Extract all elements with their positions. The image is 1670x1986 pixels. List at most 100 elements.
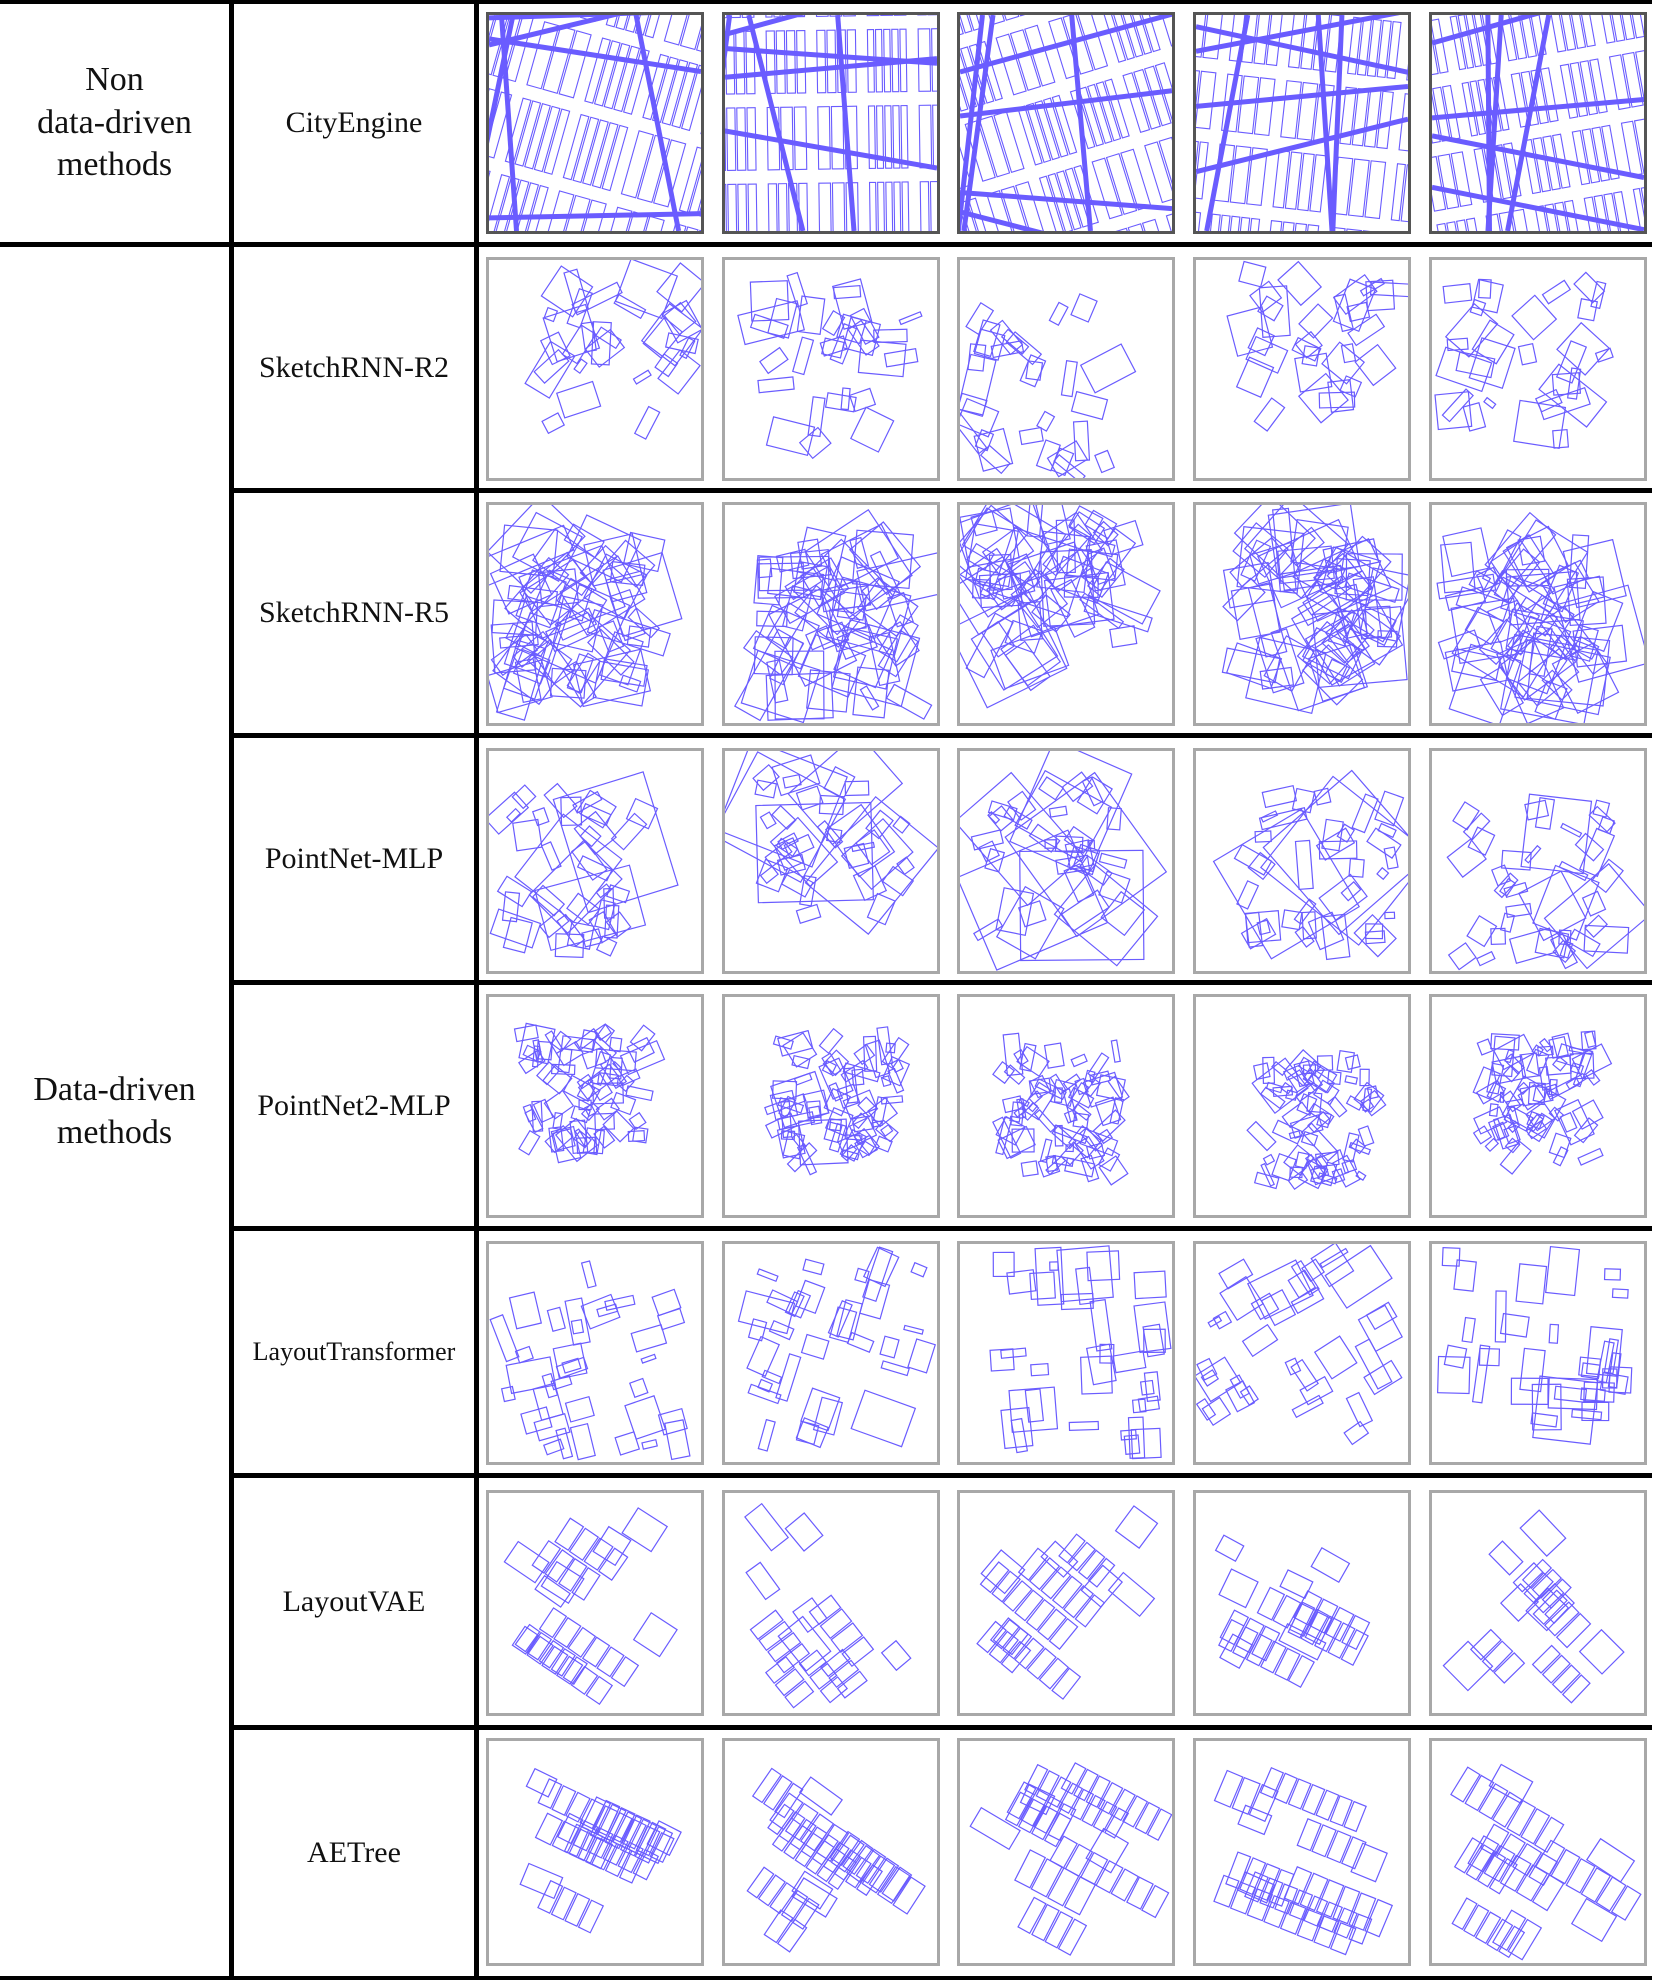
building-footprint (1446, 838, 1487, 878)
building-footprint (550, 1886, 577, 1921)
building-footprint (1633, 118, 1644, 175)
building-footprint (1492, 1121, 1510, 1141)
layout-drawing (960, 505, 1161, 709)
building-footprint (1552, 1146, 1569, 1167)
building-footprint (1094, 1096, 1122, 1127)
building-footprint (1566, 367, 1582, 400)
building-footprint (1215, 214, 1231, 231)
building-footprint (973, 319, 1001, 358)
building-footprint (1519, 1509, 1567, 1557)
building-footprint (581, 1796, 612, 1835)
building-footprint (489, 1314, 520, 1363)
rule-row-5 (234, 1473, 1652, 1478)
building-footprint (610, 1656, 640, 1688)
building-footprint (995, 885, 1065, 960)
building-footprint (1087, 1557, 1116, 1588)
building-footprint (1363, 1359, 1403, 1396)
method-label-layouttransformer: LayoutTransformer (234, 1231, 474, 1473)
building-footprint (818, 794, 845, 816)
building-footprint (1212, 1310, 1233, 1330)
building-footprint (1369, 281, 1408, 298)
building-footprint (620, 130, 655, 199)
building-footprint (564, 1297, 591, 1346)
building-footprint (1094, 449, 1116, 474)
building-footprint (1109, 1788, 1136, 1822)
building-footprint (1000, 1406, 1034, 1450)
building-footprint (1613, 191, 1632, 231)
building-footprint (644, 15, 672, 39)
building-footprint (1494, 1290, 1507, 1343)
building-footprint (1437, 629, 1481, 660)
building-footprint (1000, 1640, 1032, 1674)
building-footprint (780, 868, 814, 898)
building-footprint (1534, 1839, 1566, 1876)
building-footprint (1478, 1347, 1501, 1367)
building-footprint (1499, 1312, 1530, 1338)
building-footprint (1080, 1154, 1100, 1183)
building-footprint (1072, 420, 1091, 462)
building-footprint (828, 1659, 860, 1689)
building-footprint (1309, 1598, 1339, 1634)
building-footprint (1078, 854, 1113, 886)
building-footprint (973, 15, 1006, 26)
building-footprint (657, 349, 701, 395)
building-footprint (791, 1054, 811, 1070)
building-footprint (1080, 1355, 1113, 1395)
sample-panel-transformer-1 (486, 1241, 704, 1465)
building-footprint (795, 1417, 829, 1449)
building-footprint (1455, 219, 1475, 231)
building-footprint (1248, 1783, 1279, 1823)
building-footprint (1131, 1398, 1147, 1414)
sample-panel-city-5 (1429, 12, 1647, 234)
building-footprint (764, 1655, 796, 1685)
building-footprint (678, 146, 701, 213)
building-footprint (1040, 1540, 1079, 1578)
building-footprint (1499, 912, 1516, 933)
building-footprint (1349, 603, 1397, 647)
building-footprint (1309, 154, 1328, 213)
building-footprint (522, 1044, 542, 1062)
building-footprint (1091, 157, 1123, 220)
building-footprint (1218, 1568, 1259, 1609)
building-footprint (1591, 126, 1610, 182)
building-footprint (1488, 1763, 1534, 1805)
building-footprint (840, 1059, 869, 1083)
building-footprint (1541, 1654, 1571, 1684)
building-footprint (533, 1413, 571, 1442)
building-footprint (1120, 1429, 1137, 1441)
building-footprint (540, 265, 594, 318)
building-footprint (1437, 153, 1460, 210)
building-footprint (610, 1091, 637, 1116)
building-footprint (1383, 846, 1399, 870)
building-footprint (987, 800, 1018, 821)
layout-drawing (734, 508, 937, 723)
building-footprint (1490, 927, 1507, 946)
building-footprint (1581, 128, 1601, 184)
building-footprint (849, 307, 880, 346)
building-footprint (1134, 1801, 1161, 1835)
building-footprint (593, 1035, 618, 1059)
building-footprint (1354, 1338, 1393, 1390)
building-footprint (759, 811, 777, 830)
building-footprint (1588, 805, 1616, 833)
building-footprint (1299, 1375, 1334, 1406)
building-footprint (1109, 625, 1138, 648)
building-footprint (848, 521, 922, 596)
building-footprint (1031, 594, 1071, 633)
building-footprint (1044, 1911, 1074, 1949)
building-footprint (965, 302, 995, 336)
building-footprint (1017, 1547, 1049, 1581)
building-footprint (619, 1814, 651, 1857)
building-footprint (1288, 1889, 1314, 1921)
building-footprint (961, 505, 1067, 589)
building-footprint (1364, 160, 1387, 220)
building-footprint (1469, 1628, 1502, 1661)
building-footprint (603, 42, 631, 110)
building-footprint (1557, 15, 1577, 51)
building-footprint (1532, 137, 1552, 193)
building-footprint (1053, 1087, 1063, 1104)
sample-panel-vae-4 (1193, 1490, 1411, 1716)
building-footprint (1376, 866, 1390, 881)
building-footprint (1354, 343, 1397, 387)
building-footprint (1141, 1884, 1170, 1919)
